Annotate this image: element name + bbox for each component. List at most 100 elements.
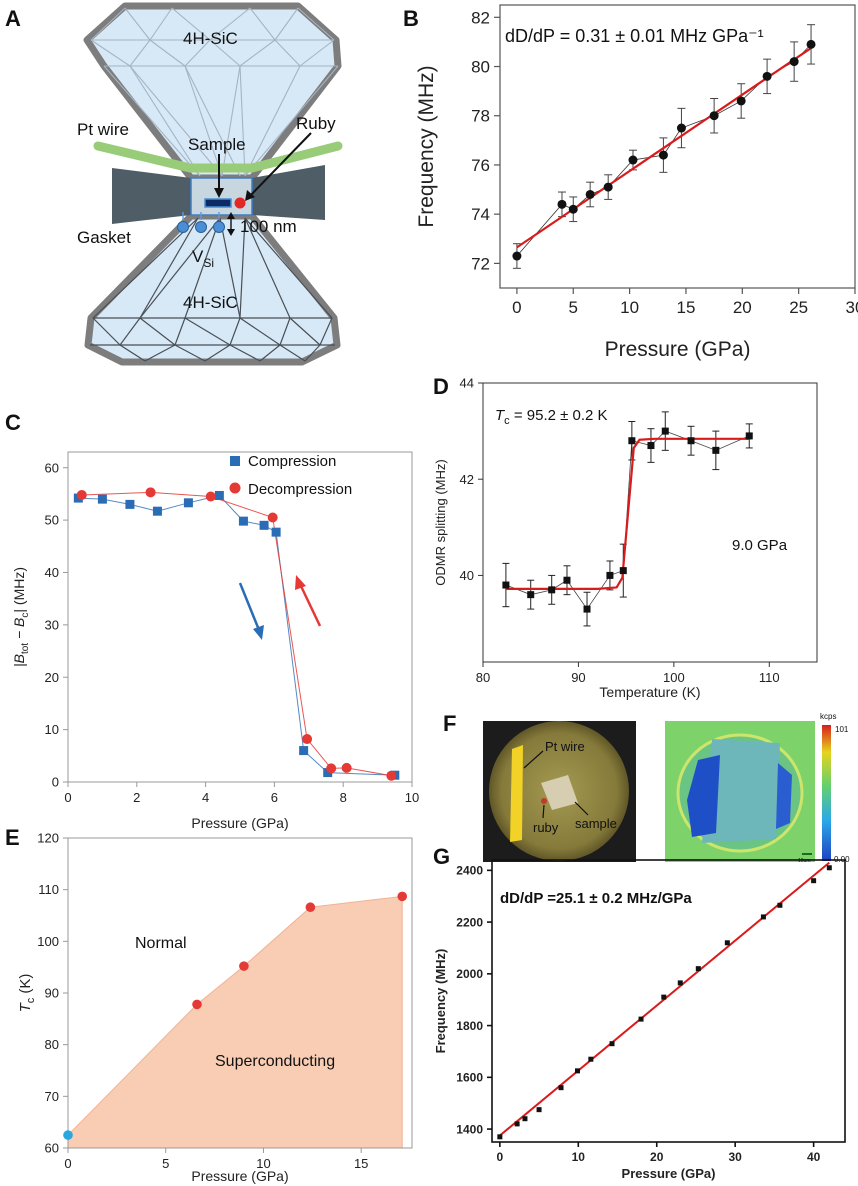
sample-pointer (214, 154, 224, 198)
data-point (628, 437, 636, 445)
decompression-point (386, 770, 397, 781)
gasket (112, 168, 191, 224)
x-tick-label: 0 (64, 790, 71, 805)
data-point (548, 586, 556, 594)
fluorescence-map (665, 721, 815, 862)
sample-label: Sample (188, 135, 246, 154)
depth-arrow (227, 212, 235, 236)
panel-a-label: A (5, 6, 21, 31)
y-tick-label: 110 (38, 882, 59, 897)
data-point (497, 1134, 503, 1140)
y-tick-label: 20 (45, 670, 59, 685)
data-point (661, 427, 669, 435)
data-point (724, 940, 730, 946)
panel-a: A (5, 2, 343, 366)
x-tick-label: 8 (340, 790, 347, 805)
compression-point (214, 490, 224, 500)
y-tick-label: 44 (460, 376, 474, 391)
y-tick-label: 10 (45, 722, 59, 737)
f-sample-label: sample (575, 816, 617, 831)
x-axis-label: Pressure (GPa) (605, 338, 751, 361)
legend-compression-swatch (230, 456, 240, 466)
x-tick-label: 30 (846, 298, 858, 317)
data-point (709, 111, 719, 121)
panel-g: G dD/dP =25.1 ± 0.2 MHz/GPa 0 10 20 30 40 140… (433, 844, 846, 1181)
x-tick-label: 10 (405, 790, 419, 805)
data-point (777, 902, 783, 908)
decompression-point (326, 763, 337, 774)
panel-c-label: C (5, 410, 21, 435)
depth-label: 100 nm (240, 217, 297, 236)
data-point (606, 571, 614, 579)
data-point (583, 605, 591, 613)
data-point (677, 980, 683, 986)
f-pt-wire-pointer (523, 750, 544, 769)
y-tick-label: 80 (471, 57, 490, 76)
x-tick-label: 80 (476, 670, 490, 685)
vsi-markers (177, 212, 225, 233)
x-tick-label: 6 (271, 790, 278, 805)
y-tick-label: 120 (37, 831, 59, 846)
compression-point (299, 746, 309, 756)
decompression-point (267, 512, 278, 523)
plot-frame (491, 859, 846, 1143)
data-point (760, 914, 766, 920)
y-tick-label: 80 (45, 1037, 59, 1052)
f-ruby-label: ruby (533, 820, 559, 835)
data-point (575, 1068, 581, 1074)
colorbar-title: kcps (820, 712, 836, 721)
decompression-point (302, 734, 313, 745)
data-point (687, 437, 695, 445)
compression-point (183, 498, 193, 508)
data-point (628, 155, 638, 165)
x-tick-label: 20 (733, 298, 752, 317)
x-tick-label: 15 (354, 1156, 368, 1171)
y-tick-label: 40 (45, 565, 59, 580)
fit-curve (505, 437, 751, 590)
panel-d: D Tc = 95.2 ± 0.2 K 9.0 GPa 80 90 100 110 40… (433, 374, 818, 700)
y-tick-label: 40 (460, 568, 474, 583)
panel-e-label: E (5, 825, 20, 850)
x-axis-label: Pressure (GPa) (191, 1168, 288, 1184)
compression-point (238, 516, 248, 526)
ruby-pointer (245, 132, 312, 201)
y-tick-label: 90 (45, 986, 59, 1001)
legend-decompression-label: Decompression (248, 481, 352, 498)
f-sample-pointer (574, 801, 589, 816)
compression-point (97, 494, 107, 504)
y-axis-label: ODMR splitting (MHz) (433, 459, 448, 585)
y-tick-label: 100 (37, 934, 59, 949)
panel-e: E Normal Superconducting 0 5 10 15 60 70 80 90 1… (5, 825, 413, 1184)
plot-frame (67, 451, 413, 783)
decompression-point (145, 487, 156, 498)
y-tick-label: 60 (45, 460, 59, 475)
x-tick-label: 5 (569, 298, 578, 317)
legend-decompression-swatch (229, 482, 241, 494)
data-point (658, 150, 668, 160)
ruby (234, 197, 246, 209)
panel-b-label: B (403, 6, 419, 31)
decompression-point (341, 762, 352, 773)
data-point (712, 446, 720, 454)
compression-point (152, 506, 162, 516)
y-tick-label: 1600 (456, 1071, 483, 1085)
x-tick-label: 15 (676, 298, 695, 317)
plot-frame (499, 4, 856, 289)
tc-point (305, 902, 316, 913)
legend-compression-label: Compression (248, 453, 336, 470)
y-tick-label: 2400 (456, 864, 483, 878)
superconducting-area (67, 895, 403, 1149)
data-point (522, 1116, 528, 1122)
x-tick-label: 30 (728, 1150, 742, 1164)
y-tick-label: 1800 (456, 1019, 483, 1033)
tc-point (239, 961, 249, 971)
y-tick-label: 2000 (456, 967, 483, 981)
data-point (558, 1085, 564, 1091)
x-tick-label: 4 (202, 790, 209, 805)
top-anvil-label: 4H-SiC (183, 29, 238, 48)
data-point (647, 442, 655, 450)
x-tick-label: 2 (133, 790, 140, 805)
sample (204, 198, 232, 208)
x-tick-label: 90 (571, 670, 585, 685)
y-tick-label: 42 (460, 472, 474, 487)
